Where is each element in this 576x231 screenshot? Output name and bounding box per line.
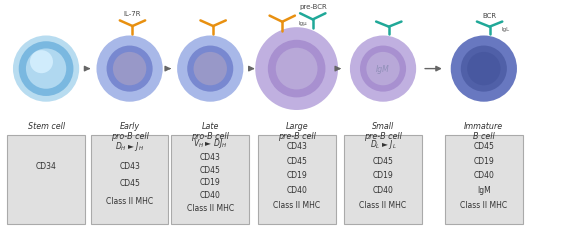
Text: Small
pre-B cell: Small pre-B cell [364,121,402,141]
FancyBboxPatch shape [344,135,422,224]
Text: Igμ: Igμ [298,21,306,26]
Ellipse shape [26,49,66,89]
Text: CD45: CD45 [373,156,393,165]
Text: $D_H$ ► $J_H$: $D_H$ ► $J_H$ [115,139,144,152]
Ellipse shape [350,36,416,102]
Ellipse shape [30,51,53,74]
Ellipse shape [107,46,153,92]
Ellipse shape [268,41,325,98]
Ellipse shape [177,36,243,102]
Text: Class II MHC: Class II MHC [460,200,507,209]
Text: CD40: CD40 [473,171,494,180]
FancyBboxPatch shape [91,135,168,224]
FancyBboxPatch shape [171,135,249,224]
Text: Class II MHC: Class II MHC [187,203,234,212]
Text: $V_H$ ► $DJ_H$: $V_H$ ► $DJ_H$ [193,136,228,149]
Text: CD40: CD40 [373,185,393,195]
Text: CD45: CD45 [473,141,494,150]
Text: IgL: IgL [501,27,509,32]
Ellipse shape [13,36,79,102]
Text: CD43: CD43 [286,141,307,150]
Ellipse shape [360,46,406,92]
FancyBboxPatch shape [7,135,85,224]
Text: $D_L$ ► $J_L$: $D_L$ ► $J_L$ [370,137,396,151]
FancyBboxPatch shape [257,135,335,224]
Ellipse shape [366,53,400,86]
Text: Class II MHC: Class II MHC [273,200,320,209]
Text: CD40: CD40 [200,190,221,199]
Ellipse shape [187,46,233,92]
Ellipse shape [467,53,501,86]
Text: IgM: IgM [376,65,390,74]
Text: CD43: CD43 [200,152,221,161]
Text: Early
pro-B cell: Early pro-B cell [111,121,149,141]
Text: Stem cell: Stem cell [28,121,65,130]
Text: CD19: CD19 [373,171,393,180]
Text: Large
pre-B cell: Large pre-B cell [278,121,316,141]
Text: IL-7R: IL-7R [124,11,141,17]
Text: Late
pro-B cell: Late pro-B cell [191,121,229,141]
Text: BCR: BCR [483,12,497,18]
Text: Immature
B cell: Immature B cell [464,121,503,141]
FancyBboxPatch shape [445,135,523,224]
Text: CD19: CD19 [473,156,494,165]
Text: pre-BCR: pre-BCR [299,4,327,10]
Text: CD45: CD45 [119,179,140,188]
Text: CD43: CD43 [119,161,140,170]
Ellipse shape [96,36,162,102]
Text: CD40: CD40 [286,185,307,195]
Text: Class II MHC: Class II MHC [106,197,153,205]
Ellipse shape [276,49,317,90]
Text: CD34: CD34 [36,162,56,171]
Ellipse shape [18,42,74,97]
Text: IgM: IgM [477,185,491,195]
Text: CD19: CD19 [286,171,307,180]
Text: Class II MHC: Class II MHC [359,200,407,209]
Text: CD45: CD45 [200,165,221,174]
Ellipse shape [194,53,227,86]
Text: CD45: CD45 [286,156,307,165]
Ellipse shape [113,53,146,86]
Ellipse shape [461,46,507,92]
Ellipse shape [450,36,517,102]
Ellipse shape [255,28,338,110]
Text: CD19: CD19 [200,178,221,187]
